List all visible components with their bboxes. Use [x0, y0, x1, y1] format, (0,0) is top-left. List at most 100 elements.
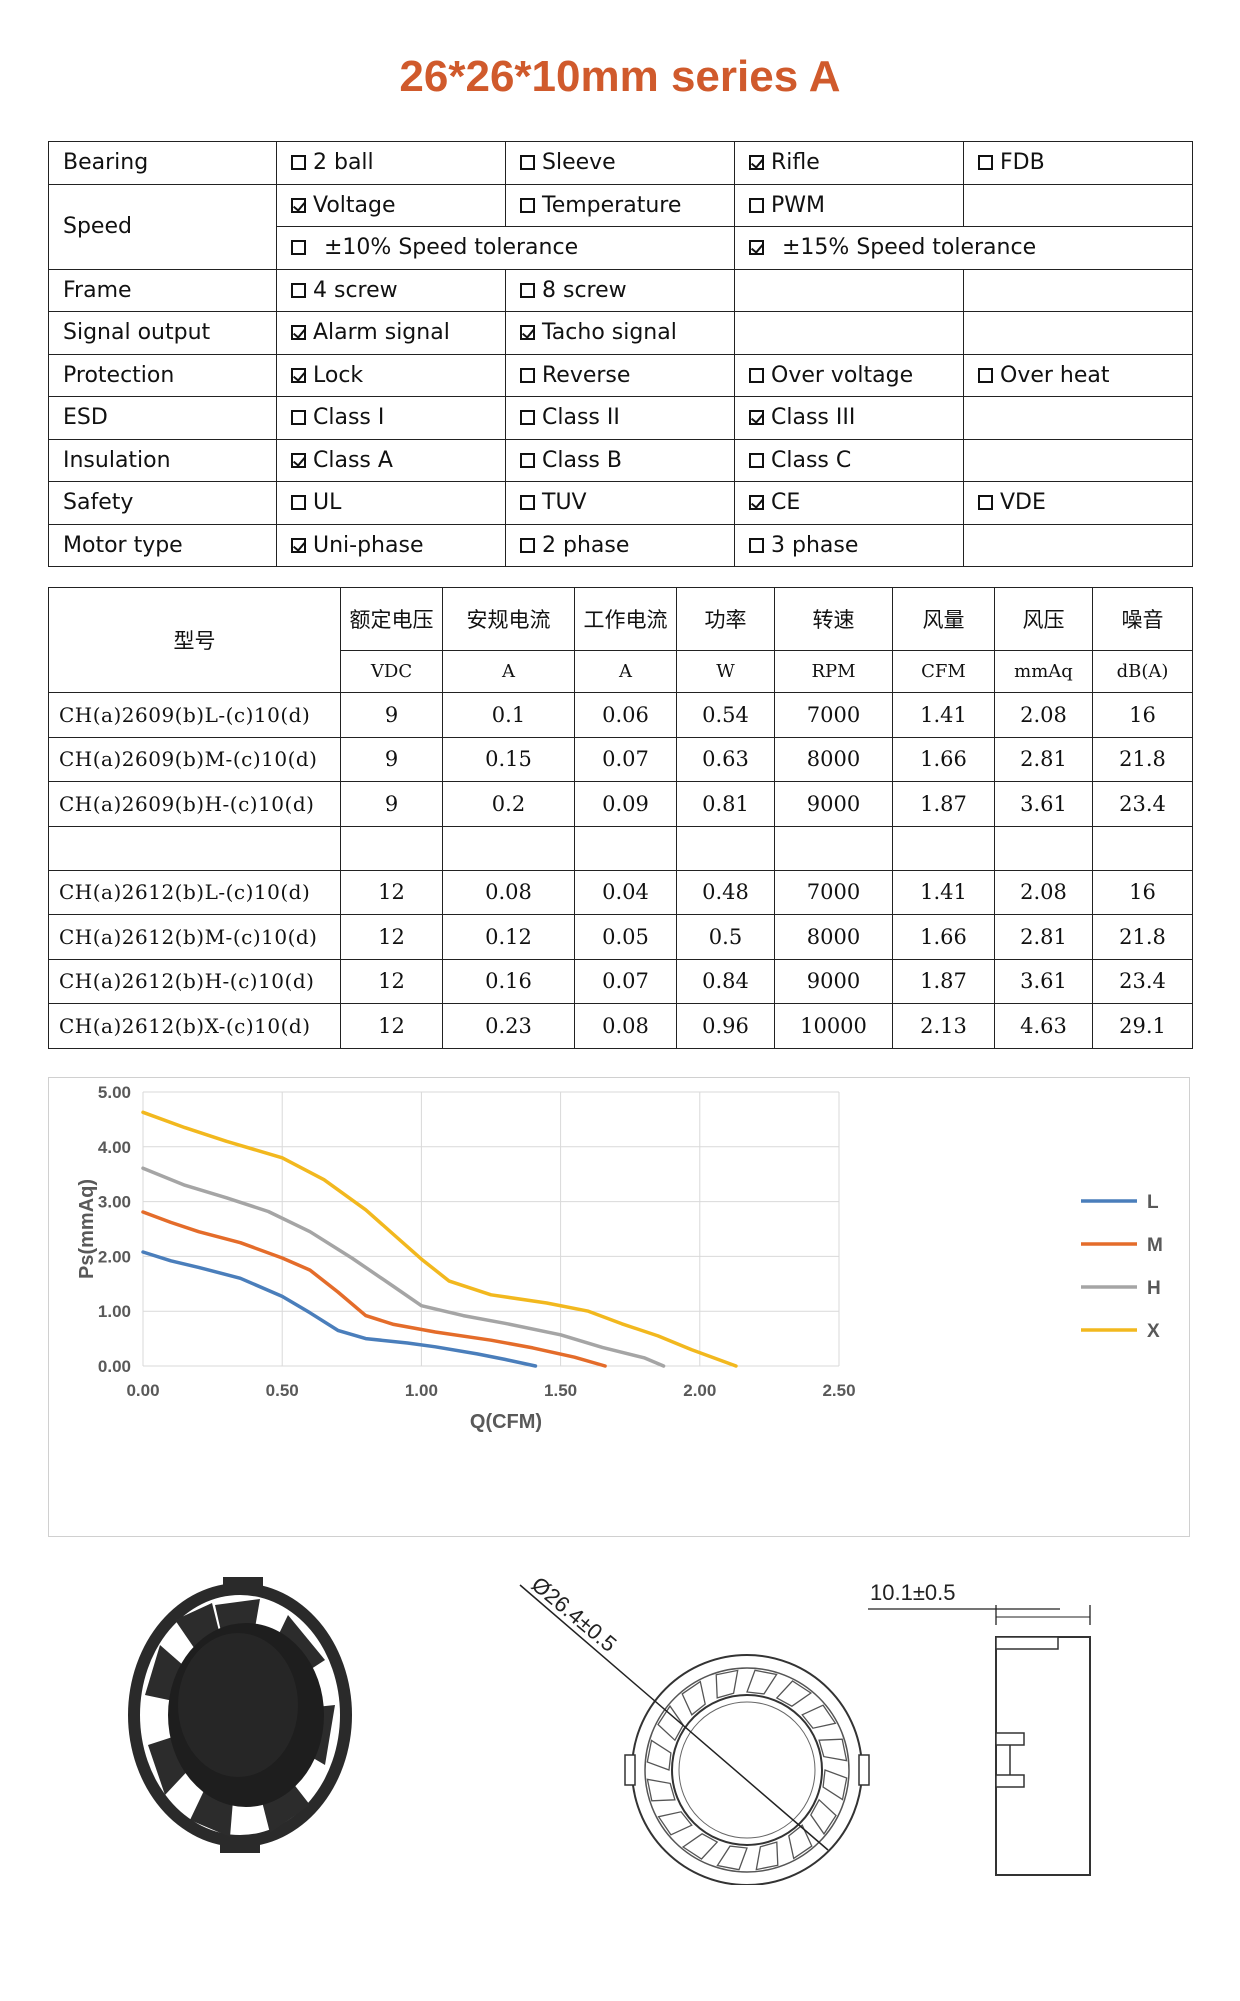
checkbox-icon	[749, 367, 764, 383]
unit-row: VDC A A W RPM CFM mmAq dB(A)	[49, 650, 1193, 693]
bearing-opt-rifle[interactable]: Rifle	[734, 141, 964, 185]
fan-vane	[716, 1845, 748, 1871]
fan-vane	[810, 1798, 837, 1836]
table-row: CH(a)2609(b)H-(c)10(d) 9 0.2 0.09 0.81 9000 1.…	[48, 781, 1193, 827]
checkbox-icon	[978, 155, 993, 171]
checkbox-icon	[291, 240, 306, 256]
empty-cell	[892, 825, 995, 871]
esd-opt-class3[interactable]: Class III	[734, 396, 964, 440]
value-cell: 16	[1092, 692, 1193, 738]
value-cell: 29.1	[1092, 1003, 1193, 1049]
model-number-cell: CH(a)2612(b)H-(c)10(d)	[48, 958, 341, 1004]
value-cell: 3.61	[994, 781, 1093, 827]
speed-opt-10pct[interactable]: ±10% Speed tolerance	[276, 226, 735, 270]
speed-opt-temperature[interactable]: Temperature	[505, 183, 735, 227]
protection-opt-reverse[interactable]: Reverse	[505, 353, 735, 397]
esd-opt-class1[interactable]: Class I	[276, 396, 506, 440]
bearing-opt-sleeve[interactable]: Sleeve	[505, 141, 735, 185]
model-number-cell: CH(a)2612(b)M-(c)10(d)	[48, 914, 341, 960]
fan-vane	[822, 1769, 848, 1801]
checkbox-icon	[291, 452, 306, 468]
value-cell: 1.87	[892, 958, 995, 1004]
insulation-opt-classA[interactable]: Class A	[276, 438, 506, 482]
value-cell: 0.1	[442, 692, 575, 738]
legend-label-H: H	[1147, 1278, 1161, 1299]
speed-opt-15pct[interactable]: ±15% Speed tolerance	[734, 226, 1193, 270]
frame-label: Frame	[48, 268, 277, 312]
value-cell: 1.41	[892, 692, 995, 738]
safety-opt-ul[interactable]: UL	[276, 481, 506, 525]
value-cell: 0.15	[442, 736, 575, 782]
x-axis-label: Q(CFM)	[470, 1411, 542, 1433]
protection-opt-overvoltage[interactable]: Over voltage	[734, 353, 964, 397]
safety-opt-vde[interactable]: VDE	[963, 481, 1193, 525]
insulation-row: Insulation Class A Class B Class C	[48, 438, 1193, 482]
safety-row: Safety UL TUV CE VDE	[48, 481, 1193, 525]
checkbox-icon	[291, 282, 306, 298]
checkbox-icon	[291, 197, 306, 213]
unit-cell: W	[676, 650, 775, 693]
frame-opt-4screw[interactable]: 4 screw	[276, 268, 506, 312]
signal-opt-alarm[interactable]: Alarm signal	[276, 311, 506, 355]
safety-opt-tuv[interactable]: TUV	[505, 481, 735, 525]
protection-opt-lock[interactable]: Lock	[276, 353, 506, 397]
y-axis-label: Ps(mmAq)	[76, 1179, 98, 1279]
value-cell: 9000	[774, 958, 893, 1004]
speed-opt-pwm[interactable]: PWM	[734, 183, 964, 227]
frame-opt-8screw[interactable]: 8 screw	[505, 268, 735, 312]
empty-cell	[442, 825, 575, 871]
empty-cell	[963, 183, 1193, 227]
value-cell: 12	[340, 958, 443, 1004]
speed-opt-voltage[interactable]: Voltage	[276, 183, 506, 227]
checkbox-icon	[291, 155, 306, 171]
motor-opt-3phase[interactable]: 3 phase	[734, 523, 964, 567]
unit-cell: mmAq	[994, 650, 1093, 693]
esd-label: ESD	[48, 396, 277, 440]
fan-vane	[657, 1811, 693, 1836]
series-line-H	[141, 1166, 666, 1368]
value-cell: 0.96	[676, 1003, 775, 1049]
model-number-cell: CH(a)2609(b)H-(c)10(d)	[48, 781, 341, 827]
model-number-cell: CH(a)2612(b)X-(c)10(d)	[48, 1003, 341, 1049]
empty-cell	[1092, 825, 1193, 871]
bearing-opt-2ball[interactable]: 2 ball	[276, 141, 506, 185]
table-row: CH(a)2609(b)L-(c)10(d) 9 0.1 0.06 0.54 7000 1.…	[48, 692, 1193, 738]
checkbox-icon	[520, 282, 535, 298]
unit-cell: A	[442, 650, 575, 693]
checkbox-icon	[749, 495, 764, 511]
header-cell: 工作电流	[574, 587, 677, 651]
model-number-cell: CH(a)2609(b)M-(c)10(d)	[48, 736, 341, 782]
value-cell: 8000	[774, 736, 893, 782]
bearing-opt-fdb[interactable]: FDB	[963, 141, 1193, 185]
value-cell: 0.08	[442, 869, 575, 915]
value-cell: 0.04	[574, 869, 677, 915]
value-cell: 9	[340, 736, 443, 782]
fan-front-drawing: Ø26.4±0.5	[519, 1572, 870, 1885]
motor-opt-uniphase[interactable]: Uni-phase	[276, 523, 506, 567]
value-cell: 2.13	[892, 1003, 995, 1049]
value-cell: 0.84	[676, 958, 775, 1004]
protection-row: Protection Lock Reverse Over voltage Ove…	[48, 353, 1193, 397]
unit-cell: A	[574, 650, 677, 693]
esd-opt-class2[interactable]: Class II	[505, 396, 735, 440]
bearing-label: Bearing	[48, 141, 277, 185]
table-row: CH(a)2612(b)L-(c)10(d) 12 0.08 0.04 0.48 7000…	[48, 869, 1193, 915]
legend-label-X: X	[1147, 1321, 1160, 1342]
spacer-row	[48, 825, 1193, 871]
header-cell: 额定电压	[340, 587, 443, 651]
x-tick-label: 0.00	[126, 1381, 159, 1400]
dimension-line	[519, 1584, 829, 1851]
unit-cell: CFM	[892, 650, 995, 693]
safety-opt-ce[interactable]: CE	[734, 481, 964, 525]
x-tick-label: 2.00	[683, 1381, 716, 1400]
insulation-opt-classC[interactable]: Class C	[734, 438, 964, 482]
protection-opt-overheat[interactable]: Over heat	[963, 353, 1193, 397]
model-number-cell: CH(a)2612(b)L-(c)10(d)	[48, 869, 341, 915]
signal-opt-tacho[interactable]: Tacho signal	[505, 311, 735, 355]
motor-opt-2phase[interactable]: 2 phase	[505, 523, 735, 567]
value-cell: 4.63	[994, 1003, 1093, 1049]
insulation-opt-classB[interactable]: Class B	[505, 438, 735, 482]
empty-cell	[574, 825, 677, 871]
value-cell: 0.63	[676, 736, 775, 782]
value-cell: 1.66	[892, 736, 995, 782]
